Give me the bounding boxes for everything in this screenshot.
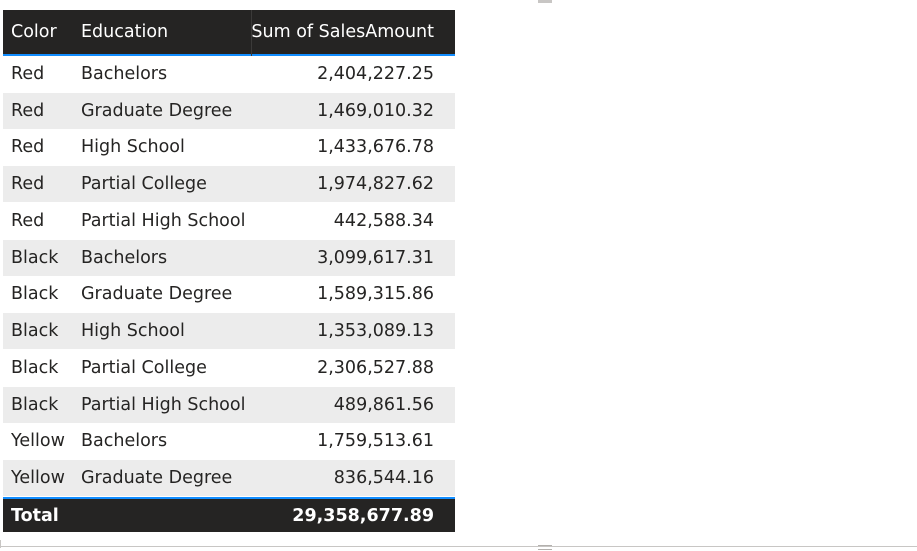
table-header-row: Color Education Sum of SalesAmount	[3, 10, 455, 56]
cell-sum: 1,759,513.61	[317, 431, 434, 452]
table-row[interactable]: Red Bachelors 2,404,227.25	[3, 56, 455, 93]
cell-education: Bachelors	[81, 63, 168, 84]
column-header-sum-salesamount[interactable]: Sum of SalesAmount	[251, 22, 434, 42]
cell-education: Partial High School	[81, 210, 246, 231]
column-divider[interactable]	[251, 10, 252, 56]
table-body: Red Bachelors 2,404,227.25 Red Graduate …	[3, 56, 455, 497]
table-row[interactable]: Red Graduate Degree 1,469,010.32	[3, 92, 455, 130]
cell-color: Red	[11, 174, 45, 195]
cell-sum: 3,099,617.31	[317, 247, 434, 268]
cell-education: Partial College	[81, 357, 207, 378]
table-row[interactable]: Red Partial High School 442,588.34	[3, 203, 455, 240]
table-total-row: Total 29,358,677.89	[3, 497, 455, 532]
table-row[interactable]: Black High School 1,353,089.13	[3, 313, 455, 350]
cell-sum: 1,974,827.62	[317, 174, 434, 195]
cell-education: Graduate Degree	[81, 284, 233, 305]
cell-education: Partial High School	[81, 394, 246, 415]
table-row[interactable]: Yellow Bachelors 1,759,513.61	[3, 424, 455, 461]
column-header-color[interactable]: Color	[11, 22, 57, 42]
cell-sum: 1,469,010.32	[317, 100, 434, 121]
cell-color: Red	[11, 100, 45, 121]
table-row[interactable]: Black Partial High School 489,861.56	[3, 386, 455, 424]
cell-sum: 836,544.16	[333, 468, 434, 489]
total-sum: 29,358,677.89	[292, 505, 434, 526]
table-row[interactable]: Black Graduate Degree 1,589,315.86	[3, 277, 455, 314]
cell-sum: 2,404,227.25	[317, 63, 434, 84]
cell-color: Red	[11, 210, 45, 231]
cell-education: High School	[81, 321, 185, 342]
cell-color: Black	[11, 284, 59, 305]
cell-education: High School	[81, 137, 185, 158]
table-row[interactable]: Red High School 1,433,676.78	[3, 130, 455, 167]
cell-color: Yellow	[11, 431, 65, 452]
total-education-empty	[73, 499, 251, 532]
cell-education: Partial College	[81, 174, 207, 195]
cell-sum: 1,589,315.86	[317, 284, 434, 305]
cell-education: Bachelors	[81, 247, 168, 268]
table-row[interactable]: Red Partial College 1,974,827.62	[3, 166, 455, 203]
visual-frame-bottom-border	[0, 546, 917, 547]
total-label: Total	[11, 505, 59, 526]
cell-sum: 2,306,527.88	[317, 357, 434, 378]
cell-sum: 489,861.56	[333, 394, 434, 415]
cell-sum: 1,353,089.13	[317, 321, 434, 342]
cell-color: Black	[11, 321, 59, 342]
cell-sum: 442,588.34	[333, 210, 434, 231]
table-row[interactable]: Black Bachelors 3,099,617.31	[3, 239, 455, 277]
resize-handle-bottom[interactable]	[538, 545, 552, 550]
cell-color: Yellow	[11, 468, 65, 489]
resize-handle-top[interactable]	[538, 0, 552, 3]
cell-color: Black	[11, 394, 59, 415]
cell-sum: 1,433,676.78	[317, 137, 434, 158]
cell-color: Red	[11, 63, 45, 84]
column-header-education[interactable]: Education	[81, 22, 169, 42]
table-row[interactable]: Black Partial College 2,306,527.88	[3, 350, 455, 387]
cell-education: Graduate Degree	[81, 100, 233, 121]
table-visual[interactable]: Color Education Sum of SalesAmount Red B…	[3, 10, 455, 532]
cell-education: Graduate Degree	[81, 468, 233, 489]
visual-frame-corner	[0, 540, 1, 548]
cell-color: Red	[11, 137, 45, 158]
cell-color: Black	[11, 357, 59, 378]
table-row[interactable]: Yellow Graduate Degree 836,544.16	[3, 460, 455, 497]
cell-color: Black	[11, 247, 59, 268]
cell-education: Bachelors	[81, 431, 168, 452]
